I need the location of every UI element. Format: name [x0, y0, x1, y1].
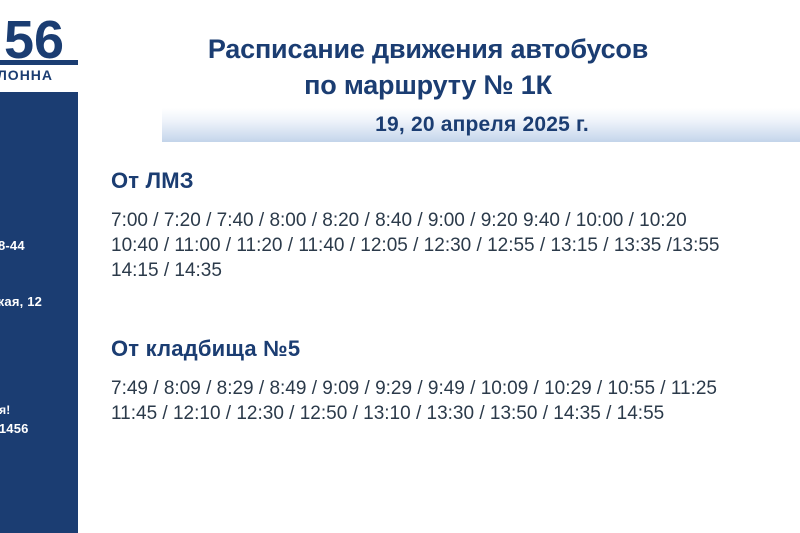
times-row: 10:40 / 11:00 / 11:20 / 11:40 / 12:05 / … [111, 235, 720, 256]
date-banner: 19, 20 апреля 2025 г. [162, 108, 800, 142]
sidebar-website[interactable]: .ru [0, 440, 60, 455]
sidebar-phone: -18-44 [0, 238, 25, 253]
title-line-1: Расписание движения автобусов [207, 34, 649, 65]
times-row: 11:45 / 12:10 / 12:30 / 12:50 / 13:10 / … [111, 403, 665, 424]
departure-times-list: 7:00 / 7:20 / 7:40 / 8:00 / 8:20 / 8:40 … [111, 208, 800, 283]
branding-sidebar: 56 ОКОЛОННА -18-44 одская, 12 няйся! k_1… [0, 0, 78, 533]
poster-content: Расписание движения автобусов по маршрут… [78, 0, 800, 533]
schedule-section-from-cemetery: От кладбища №5 7:49 / 8:09 / 8:29 / 8:49… [111, 336, 800, 426]
title-line-2: по маршруту № 1К [304, 69, 552, 100]
bridge-icon: 56 ОКОЛОННА [0, 10, 78, 83]
section-heading: От ЛМЗ [111, 168, 194, 193]
sidebar-slogan: няйся! [0, 403, 11, 417]
sidebar-social-handle[interactable]: k_1456 [0, 421, 29, 436]
svg-text:56: 56 [4, 10, 64, 70]
date-banner-text: 19, 20 апреля 2025 г. [375, 113, 589, 136]
schedule-section-from-lmz: От ЛМЗ 7:00 / 7:20 / 7:40 / 8:00 / 8:20 … [111, 168, 800, 283]
svg-text:ОКОЛОННА: ОКОЛОННА [0, 67, 53, 83]
company-logo: 56 ОКОЛОННА [0, 0, 78, 92]
sidebar-address: одская, 12 [0, 294, 43, 309]
departure-times-list: 7:49 / 8:09 / 8:29 / 8:49 / 9:09 / 9:29 … [111, 376, 800, 426]
times-row: 7:00 / 7:20 / 7:40 / 8:00 / 8:20 / 8:40 … [111, 210, 687, 231]
times-row: 7:49 / 8:09 / 8:29 / 8:49 / 9:09 / 9:29 … [111, 378, 717, 399]
page-title: Расписание движения автобусов по маршрут… [78, 32, 778, 103]
times-row: 14:15 / 14:35 [111, 260, 222, 281]
section-heading: От кладбища №5 [111, 336, 301, 361]
